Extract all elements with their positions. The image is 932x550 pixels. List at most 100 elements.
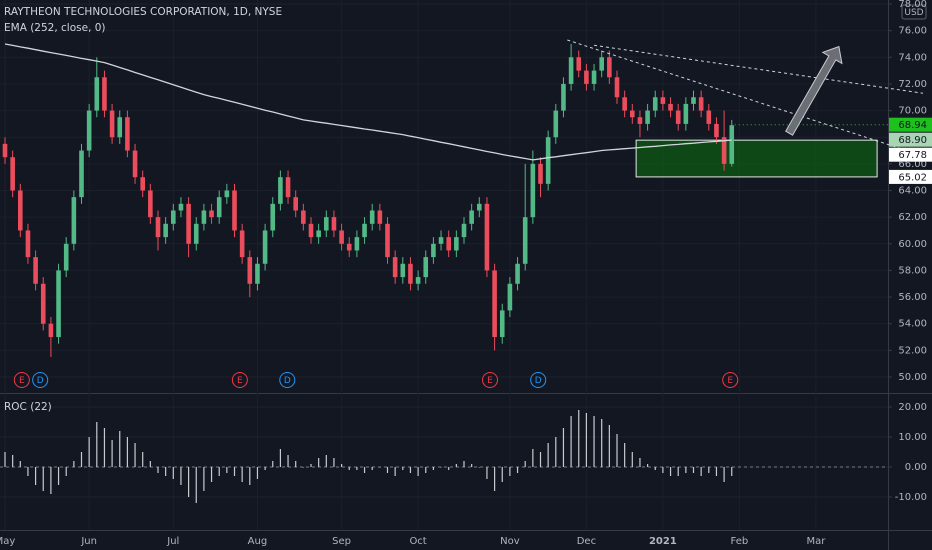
candle-body xyxy=(499,310,505,338)
y-tick-label: 62.00 xyxy=(898,212,927,223)
candle-body xyxy=(40,283,46,324)
roc-bar xyxy=(295,461,297,467)
candle-body xyxy=(576,57,582,71)
candle-body xyxy=(675,110,681,124)
roc-bar xyxy=(708,467,710,473)
candle-body xyxy=(484,203,490,271)
candle-body xyxy=(714,123,719,138)
roc-bar xyxy=(570,416,572,467)
candle-body xyxy=(660,97,666,104)
roc-bar xyxy=(249,467,251,485)
roc-bar xyxy=(478,467,480,468)
roc-bar xyxy=(700,467,702,476)
candle-body xyxy=(331,217,337,231)
candle-body xyxy=(392,257,398,278)
candle-body xyxy=(163,223,168,238)
candle-body xyxy=(438,237,444,244)
candle-body xyxy=(622,97,627,111)
candle-body xyxy=(691,97,696,104)
roc-bar xyxy=(96,422,98,467)
candle-body xyxy=(431,243,436,258)
roc-bar xyxy=(616,434,618,467)
roc-bar xyxy=(310,464,312,467)
roc-bar xyxy=(341,464,343,467)
roc-bar xyxy=(195,467,197,503)
candle-body xyxy=(109,110,115,138)
roc-bar xyxy=(165,467,167,476)
y-tick-label: 72.00 xyxy=(898,79,927,90)
candle-body xyxy=(56,270,61,338)
roc-bar xyxy=(555,437,557,467)
arrow xyxy=(785,45,843,136)
candle-body xyxy=(553,110,559,138)
candle-body xyxy=(469,210,474,224)
candle-body xyxy=(400,263,406,278)
event-label: E xyxy=(487,376,493,386)
roc-bar xyxy=(593,416,595,467)
candle-body xyxy=(377,210,383,224)
candle-body xyxy=(362,223,367,238)
candle-body xyxy=(171,210,176,224)
event-marker xyxy=(13,372,30,388)
roc-bar xyxy=(601,419,603,467)
candle-body xyxy=(599,57,604,71)
roc-bar xyxy=(669,467,672,476)
roc-bar xyxy=(203,467,205,491)
roc-bar xyxy=(402,467,404,470)
candle-body xyxy=(178,203,184,211)
candle-body xyxy=(530,163,536,218)
event-label: D xyxy=(284,376,291,386)
chart-title: RAYTHEON TECHNOLOGIES CORPORATION, 1D, N… xyxy=(4,6,282,18)
roc-bar xyxy=(12,455,14,467)
candle-body xyxy=(132,150,138,178)
roc-bar xyxy=(256,467,259,479)
roc-bar xyxy=(539,452,542,467)
candle-body xyxy=(385,223,390,258)
candle-body xyxy=(247,257,253,284)
candle-body xyxy=(117,117,123,138)
candle-body xyxy=(140,177,145,191)
candle-body xyxy=(262,230,268,264)
roc-bar xyxy=(356,467,358,470)
roc-bar xyxy=(157,467,159,473)
candle-body xyxy=(25,230,31,258)
event-marker xyxy=(530,372,547,388)
roc-bar xyxy=(172,467,174,479)
currency-box[interactable] xyxy=(901,4,927,20)
roc-bar xyxy=(585,413,587,467)
candle-body xyxy=(354,237,360,251)
roc-bar xyxy=(723,467,725,482)
candle-body xyxy=(71,197,77,244)
candle-body xyxy=(461,223,467,238)
candle-body xyxy=(324,217,329,231)
roc-bar xyxy=(233,467,236,476)
candle-body xyxy=(706,110,712,124)
x-tick-label: Jun xyxy=(80,536,97,547)
candle-body xyxy=(316,230,321,238)
price-label-box xyxy=(889,169,932,184)
roc-bar xyxy=(624,443,626,467)
price-label-box xyxy=(889,147,932,162)
candle-body xyxy=(584,70,589,84)
roc-legend: ROC (22) xyxy=(4,401,52,413)
roc-bar xyxy=(455,464,457,467)
roc-bar xyxy=(241,467,243,482)
event-marker xyxy=(32,372,49,388)
roc-tick-label: 0.00 xyxy=(905,462,927,473)
candle-body xyxy=(492,270,497,338)
y-tick-label: 64.00 xyxy=(898,186,927,197)
candle-body xyxy=(155,217,161,238)
roc-bar xyxy=(325,455,327,467)
roc-bar xyxy=(631,452,633,467)
candle-body xyxy=(446,237,451,251)
roc-bar xyxy=(524,461,526,467)
candle-body xyxy=(477,203,482,211)
roc-bar xyxy=(509,467,511,476)
roc-bar xyxy=(448,467,450,470)
price-label: 65.02 xyxy=(898,172,927,183)
candle-body xyxy=(186,203,191,244)
roc-bar xyxy=(348,467,350,470)
candle-body xyxy=(515,263,520,284)
x-tick-label: Dec xyxy=(577,536,596,547)
ema-legend: EMA (252, close, 0) xyxy=(4,22,106,34)
